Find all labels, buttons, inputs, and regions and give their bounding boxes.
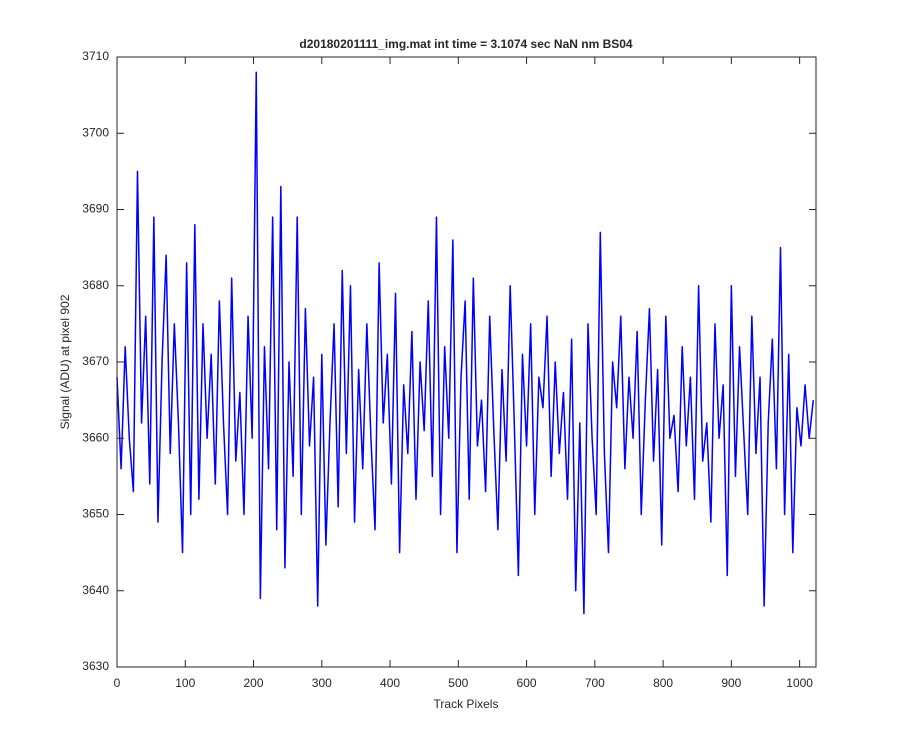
y-tick-label: 3670 — [82, 354, 109, 368]
x-tick-label: 0 — [114, 676, 121, 690]
y-tick-label: 3690 — [82, 202, 109, 216]
y-tick-label: 3630 — [82, 659, 109, 673]
y-tick-label: 3700 — [82, 125, 109, 139]
y-tick-label: 3640 — [82, 583, 109, 597]
y-tick-label: 3650 — [82, 507, 109, 521]
y-tick-label: 3710 — [82, 49, 109, 63]
x-tick-label: 900 — [721, 676, 741, 690]
y-tick-label: 3680 — [82, 278, 109, 292]
x-tick-label: 700 — [585, 676, 605, 690]
plot-area — [116, 71, 815, 615]
x-axis-label: Track Pixels — [434, 697, 499, 711]
chart-title: d20180201111_img.mat int time = 3.1074 s… — [299, 37, 633, 51]
x-tick-label: 100 — [175, 676, 195, 690]
x-tick-label: 500 — [448, 676, 468, 690]
data-line — [116, 71, 815, 615]
x-tick-label: 600 — [517, 676, 537, 690]
x-tick-label: 200 — [244, 676, 264, 690]
x-tick-label: 300 — [312, 676, 332, 690]
y-axis-label: Signal (ADU) at pixel 902 — [58, 294, 72, 429]
x-tick-label: 800 — [653, 676, 673, 690]
y-tick-label: 3660 — [82, 430, 109, 444]
x-tick-label: 1000 — [786, 676, 813, 690]
x-tick-label: 400 — [380, 676, 400, 690]
